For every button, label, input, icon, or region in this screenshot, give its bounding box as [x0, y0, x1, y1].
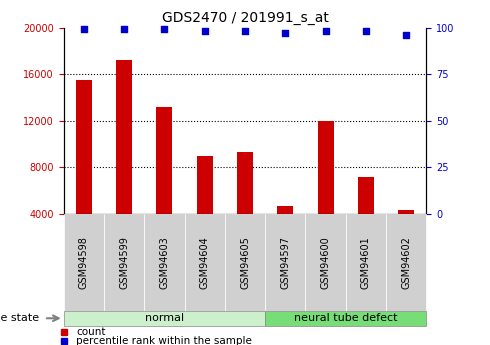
- Text: GSM94599: GSM94599: [119, 236, 129, 289]
- Bar: [358, 177, 374, 260]
- Point: [80, 27, 88, 32]
- Point: [120, 27, 128, 32]
- Bar: [116, 60, 132, 260]
- Bar: [156, 107, 172, 260]
- Bar: [64, 214, 104, 310]
- Bar: [196, 156, 213, 260]
- Bar: [398, 210, 414, 260]
- Point: [241, 29, 249, 34]
- Bar: [318, 121, 334, 260]
- Point: [402, 32, 410, 38]
- Title: GDS2470 / 201991_s_at: GDS2470 / 201991_s_at: [162, 11, 328, 25]
- Point: [281, 30, 289, 36]
- Text: GSM94597: GSM94597: [280, 236, 290, 289]
- Text: GSM94605: GSM94605: [240, 236, 250, 289]
- Text: disease state: disease state: [0, 313, 39, 323]
- Bar: [64, 310, 265, 326]
- Bar: [104, 214, 144, 310]
- Bar: [237, 152, 253, 260]
- Bar: [185, 214, 225, 310]
- Text: percentile rank within the sample: percentile rank within the sample: [76, 336, 252, 345]
- Point: [321, 29, 329, 34]
- Bar: [265, 310, 426, 326]
- Text: GSM94600: GSM94600: [320, 236, 331, 288]
- Bar: [225, 214, 265, 310]
- Bar: [76, 80, 92, 260]
- Text: GSM94603: GSM94603: [159, 236, 170, 288]
- Text: GSM94604: GSM94604: [200, 236, 210, 288]
- Text: normal: normal: [145, 313, 184, 323]
- Point: [161, 27, 169, 32]
- Text: count: count: [76, 327, 105, 337]
- Bar: [265, 214, 305, 310]
- Text: GSM94598: GSM94598: [79, 236, 89, 289]
- Bar: [386, 214, 426, 310]
- Bar: [144, 214, 185, 310]
- Text: neural tube defect: neural tube defect: [294, 313, 397, 323]
- Text: GSM94602: GSM94602: [401, 236, 411, 289]
- Bar: [305, 214, 346, 310]
- Bar: [277, 206, 294, 260]
- Text: GSM94601: GSM94601: [361, 236, 371, 288]
- Point: [201, 29, 209, 34]
- Bar: [346, 214, 386, 310]
- Point: [362, 29, 370, 34]
